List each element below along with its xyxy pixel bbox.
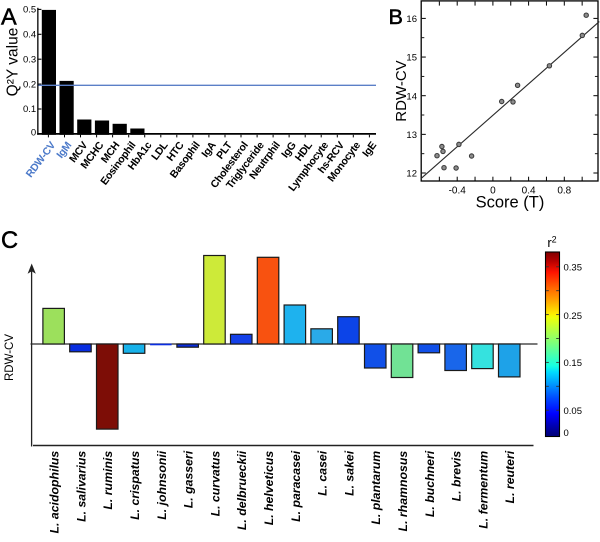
svg-text:15: 15 bbox=[406, 53, 417, 64]
svg-text:12: 12 bbox=[406, 169, 417, 180]
svg-text:IgE: IgE bbox=[360, 140, 379, 160]
svg-text:0.05: 0.05 bbox=[564, 406, 583, 417]
svg-text:L. curvatus: L. curvatus bbox=[209, 451, 223, 517]
svg-text:14: 14 bbox=[406, 91, 417, 102]
svg-text:0.5: 0.5 bbox=[23, 5, 36, 16]
svg-text:A: A bbox=[1, 4, 17, 30]
svg-text:16: 16 bbox=[406, 14, 417, 25]
svg-text:RDW-CV: RDW-CV bbox=[4, 334, 16, 381]
svg-text:L. acidophilus: L. acidophilus bbox=[48, 451, 62, 534]
svg-text:L. paracasei: L. paracasei bbox=[289, 450, 303, 522]
svg-text:0.4: 0.4 bbox=[522, 185, 536, 196]
svg-text:RDW-CV: RDW-CV bbox=[24, 140, 59, 180]
svg-text:L. ruminis: L. ruminis bbox=[101, 451, 115, 510]
svg-text:0: 0 bbox=[564, 428, 569, 439]
svg-text:L. reuteri: L. reuteri bbox=[503, 450, 517, 503]
svg-text:L. plantarum: L. plantarum bbox=[369, 451, 383, 525]
svg-text:0.2: 0.2 bbox=[23, 79, 36, 90]
svg-text:L. rhamnosus: L. rhamnosus bbox=[396, 451, 410, 532]
svg-text:-0.4: -0.4 bbox=[449, 185, 467, 196]
svg-text:L. delbrueckii: L. delbrueckii bbox=[235, 450, 249, 530]
svg-text:r2: r2 bbox=[547, 235, 556, 251]
svg-text:13: 13 bbox=[406, 130, 417, 141]
svg-text:L. brevis: L. brevis bbox=[450, 451, 464, 502]
svg-text:0.8: 0.8 bbox=[557, 185, 571, 196]
svg-text:B: B bbox=[389, 4, 403, 29]
svg-text:0.3: 0.3 bbox=[23, 54, 36, 65]
svg-text:L. helveticus: L. helveticus bbox=[262, 451, 276, 526]
svg-text:0.1: 0.1 bbox=[23, 104, 36, 115]
svg-text:C: C bbox=[1, 228, 18, 254]
svg-text:L. casei: L. casei bbox=[316, 450, 330, 496]
svg-text:Q²Y value: Q²Y value bbox=[5, 28, 22, 97]
svg-text:0.25: 0.25 bbox=[564, 311, 583, 322]
svg-text:L. gasseri: L. gasseri bbox=[182, 450, 196, 508]
svg-text:0.35: 0.35 bbox=[564, 263, 583, 274]
svg-text:Score (T): Score (T) bbox=[476, 194, 545, 212]
svg-text:L. salivarius: L. salivarius bbox=[75, 451, 89, 522]
svg-text:L. crispatus: L. crispatus bbox=[128, 451, 142, 520]
svg-text:0: 0 bbox=[490, 185, 496, 196]
svg-text:0.4: 0.4 bbox=[23, 30, 36, 41]
svg-text:L. johnsonii: L. johnsonii bbox=[155, 450, 169, 520]
svg-text:L. fermentum: L. fermentum bbox=[476, 451, 490, 529]
svg-text:RDW-CV: RDW-CV bbox=[393, 60, 410, 121]
svg-text:L. sakei: L. sakei bbox=[342, 450, 356, 496]
svg-text:0: 0 bbox=[31, 128, 36, 139]
svg-text:0.15: 0.15 bbox=[564, 358, 583, 369]
svg-text:L. buchneri: L. buchneri bbox=[423, 450, 437, 517]
